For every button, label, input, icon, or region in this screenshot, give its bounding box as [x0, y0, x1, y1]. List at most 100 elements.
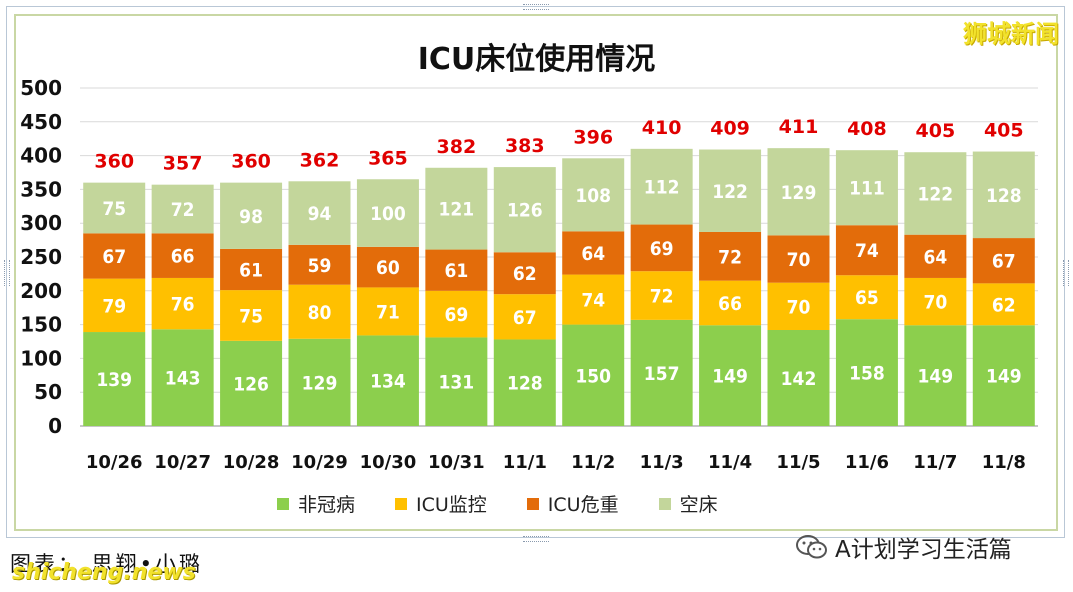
- legend-label-icu-monitor: ICU监控: [416, 494, 487, 516]
- resize-handle-bottom[interactable]: [523, 536, 549, 542]
- bar-segment: [699, 149, 762, 232]
- data-label: 134: [370, 371, 406, 393]
- data-label: 61: [444, 260, 468, 282]
- bar-segment: [151, 277, 214, 330]
- bar-segment: [699, 325, 762, 426]
- x-tick-label: 10/30: [360, 452, 417, 473]
- data-label: 131: [439, 372, 475, 394]
- legend-swatch-icu-monitor: [395, 497, 408, 510]
- bar-segment: [425, 167, 488, 250]
- bar-segment: [220, 340, 283, 426]
- legend-label-empty-bed: 空床: [679, 494, 718, 516]
- bar-segment: [493, 294, 556, 340]
- data-label: 61: [239, 260, 263, 282]
- data-label: 72: [171, 199, 195, 221]
- y-tick-label: 200: [20, 279, 62, 303]
- total-label: 365: [368, 147, 408, 169]
- bar-segment: [83, 233, 146, 279]
- bar-segment: [562, 274, 625, 325]
- total-label: 408: [847, 118, 887, 140]
- data-label: 74: [855, 240, 879, 262]
- bar-segment: [767, 148, 830, 236]
- bar-segment: [356, 287, 419, 336]
- total-label: 360: [94, 151, 134, 173]
- data-label: 59: [308, 255, 332, 277]
- chart-title: ICU床位使用情况: [417, 42, 656, 77]
- legend-swatch-non-covid: [277, 497, 289, 510]
- data-label: 65: [855, 287, 879, 309]
- x-tick-label: 11/1: [503, 452, 547, 473]
- x-tick-label: 11/3: [640, 452, 684, 473]
- total-label: 382: [437, 136, 477, 158]
- x-tick-label: 10/26: [86, 452, 143, 473]
- bar-segment: [425, 249, 488, 291]
- y-tick-label: 150: [20, 313, 62, 337]
- data-label: 112: [644, 177, 680, 199]
- y-tick-label: 450: [20, 110, 62, 134]
- bar-segment: [972, 325, 1035, 426]
- bar-segment: [699, 280, 762, 326]
- total-label: 410: [642, 117, 682, 139]
- x-tick-label: 11/5: [776, 452, 820, 473]
- resize-handle-left[interactable]: [4, 260, 10, 286]
- bar-segment: [356, 246, 419, 288]
- bar-segment: [220, 182, 283, 249]
- y-tick-label: 50: [34, 380, 62, 404]
- resize-handle-right[interactable]: [1063, 260, 1069, 286]
- data-label: 69: [650, 238, 674, 260]
- bar-segment: [972, 283, 1035, 326]
- data-label: 139: [96, 369, 132, 391]
- bar-segment: [288, 181, 351, 245]
- data-label: 128: [986, 185, 1022, 207]
- data-label: 129: [302, 372, 338, 394]
- bar-segment: [425, 290, 488, 338]
- total-label: 409: [710, 118, 750, 140]
- bar-segment: [220, 248, 283, 291]
- data-label: 122: [918, 183, 954, 205]
- bar-segment: [835, 319, 898, 426]
- bar-segment: [562, 231, 625, 275]
- legend-swatch-icu-critical: [526, 497, 539, 510]
- data-label: 66: [718, 293, 742, 315]
- bar-segment: [904, 234, 967, 278]
- data-label: 70: [787, 249, 811, 271]
- bar-segment: [767, 282, 830, 331]
- data-label: 129: [781, 182, 817, 204]
- legend-item-icu-critical: ICU危重: [526, 490, 619, 517]
- y-tick-label: 400: [20, 144, 62, 168]
- data-label: 111: [849, 178, 885, 200]
- legend-item-empty-bed: 空床: [658, 490, 718, 517]
- x-tick-label: 11/8: [982, 452, 1026, 473]
- bar-segment: [493, 252, 556, 295]
- data-label: 157: [644, 363, 680, 385]
- bar-segment: [904, 325, 967, 426]
- data-label: 108: [575, 185, 611, 207]
- bar-segment: [83, 278, 146, 333]
- data-label: 64: [581, 243, 605, 265]
- data-label: 121: [439, 199, 475, 221]
- y-tick-label: 500: [20, 76, 62, 100]
- legend-swatch-empty-bed: [658, 497, 671, 510]
- data-label: 94: [308, 203, 332, 225]
- resize-handle-top[interactable]: [523, 4, 549, 10]
- data-label: 126: [233, 373, 269, 395]
- x-tick-label: 10/29: [291, 452, 348, 473]
- legend-item-icu-monitor: ICU监控: [395, 490, 487, 517]
- wechat-account-name: A计划学习生活篇: [835, 537, 1012, 563]
- data-label: 67: [992, 251, 1016, 273]
- data-label: 128: [507, 373, 543, 395]
- legend-label-icu-critical: ICU危重: [547, 494, 619, 516]
- bar-segment: [630, 224, 693, 272]
- bar-segment: [220, 290, 283, 341]
- data-label: 122: [712, 181, 748, 203]
- data-label: 71: [376, 301, 400, 323]
- data-label: 62: [513, 263, 537, 285]
- bar-segment: [151, 233, 214, 278]
- data-label: 74: [581, 290, 605, 312]
- x-tick-label: 10/31: [428, 452, 485, 473]
- data-label: 75: [102, 198, 126, 220]
- bar-segment: [630, 271, 693, 320]
- data-label: 69: [444, 304, 468, 326]
- data-label: 67: [513, 307, 537, 329]
